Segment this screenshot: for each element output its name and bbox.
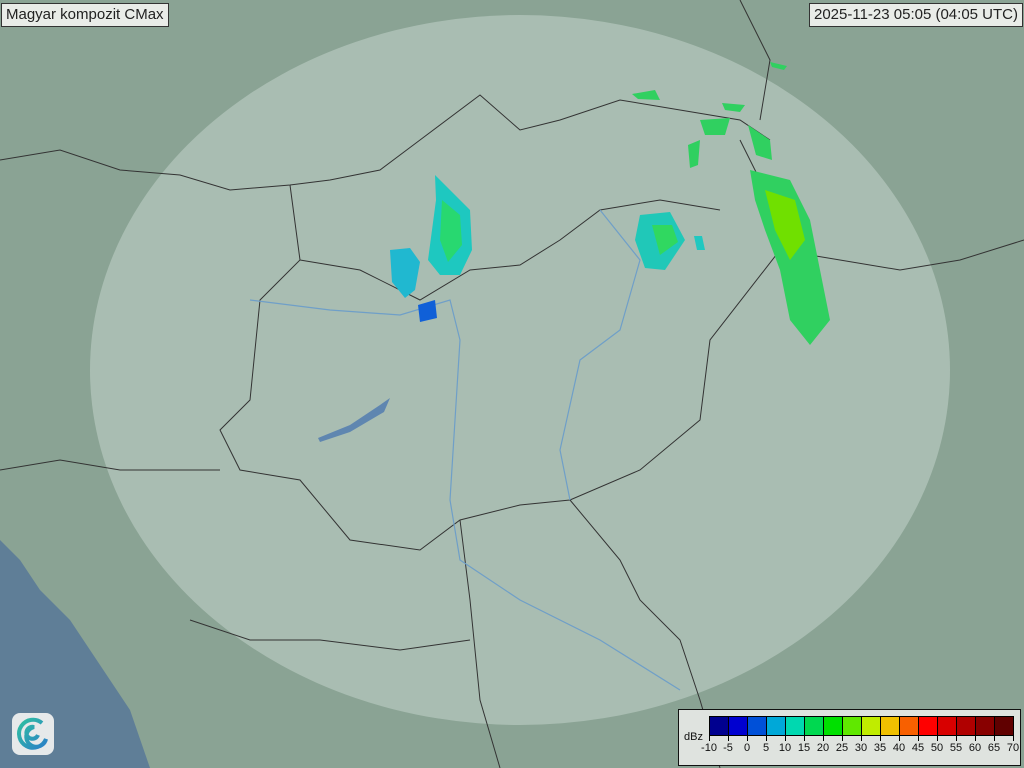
legend-color-cell — [767, 717, 786, 735]
legend-tick-label: 15 — [797, 742, 811, 754]
legend-color-cell — [710, 717, 729, 735]
legend-tick-mark — [728, 736, 729, 741]
legend-tick-label: 0 — [743, 742, 751, 754]
legend-color-cell — [862, 717, 881, 735]
legend-tick-mark — [994, 736, 995, 741]
legend-color-cell — [843, 717, 862, 735]
legend-tick-mark — [861, 736, 862, 741]
legend-tick-label: 10 — [778, 742, 792, 754]
dbz-color-legend: dBz -10 -5 0 5 10 15 20 25 30 35 40 45 50 55 60 65 70 — [678, 709, 1021, 766]
radar-coverage-area — [90, 15, 950, 725]
spiral-logo-graphic — [17, 717, 48, 750]
legend-tick-label: 50 — [930, 742, 944, 754]
legend-color-cell — [824, 717, 843, 735]
legend-tick-label: 65 — [987, 742, 1001, 754]
legend-tick-mark — [880, 736, 881, 741]
legend-tick-mark — [1013, 736, 1014, 741]
spiral-logo-icon[interactable] — [12, 713, 54, 755]
legend-tick-mark — [918, 736, 919, 741]
legend-tick-mark — [785, 736, 786, 741]
legend-tick-label: 40 — [892, 742, 906, 754]
legend-tick-label: -5 — [723, 742, 733, 754]
legend-tick-mark — [937, 736, 938, 741]
rivers — [249, 209, 681, 691]
legend-color-cell — [976, 717, 995, 735]
legend-tick-label: 30 — [854, 742, 868, 754]
legend-tick-mark — [899, 736, 900, 741]
legend-color-cell — [729, 717, 748, 735]
legend-ticks: -10 -5 0 5 10 15 20 25 30 35 40 45 50 55 60 65 70 — [701, 736, 1019, 764]
legend-tick-label: 35 — [873, 742, 887, 754]
legend-tick-mark — [804, 736, 805, 741]
legend-tick-label: 20 — [816, 742, 830, 754]
legend-color-cell — [938, 717, 957, 735]
legend-tick-label: 55 — [949, 742, 963, 754]
legend-color-cell — [748, 717, 767, 735]
legend-tick-mark — [956, 736, 957, 741]
radar-echoes — [390, 62, 830, 345]
legend-tick-mark — [747, 736, 748, 741]
product-title: Magyar kompozit CMax — [1, 3, 169, 27]
legend-tick-mark — [709, 736, 710, 741]
legend-tick-mark — [842, 736, 843, 741]
legend-color-cell — [786, 717, 805, 735]
legend-tick-label: 70 — [1006, 742, 1020, 754]
timestamp-label: 2025-11-23 05:05 (04:05 UTC) — [808, 3, 1023, 27]
legend-tick-label: 45 — [911, 742, 925, 754]
legend-color-cell — [995, 717, 1013, 735]
legend-tick-label: 25 — [835, 742, 849, 754]
legend-color-cell — [919, 717, 938, 735]
legend-color-cell — [881, 717, 900, 735]
legend-tick-mark — [975, 736, 976, 741]
legend-color-cell — [957, 717, 976, 735]
legend-unit: dBz — [684, 731, 703, 743]
lake-balaton — [318, 398, 390, 442]
legend-tick-mark — [823, 736, 824, 741]
legend-tick-mark — [766, 736, 767, 741]
legend-tick-label: -10 — [701, 742, 717, 754]
adriatic-sea — [0, 540, 150, 768]
legend-color-bar — [709, 716, 1014, 736]
legend-color-cell — [900, 717, 919, 735]
legend-color-cell — [805, 717, 824, 735]
legend-tick-label: 60 — [968, 742, 982, 754]
legend-tick-label: 5 — [762, 742, 770, 754]
